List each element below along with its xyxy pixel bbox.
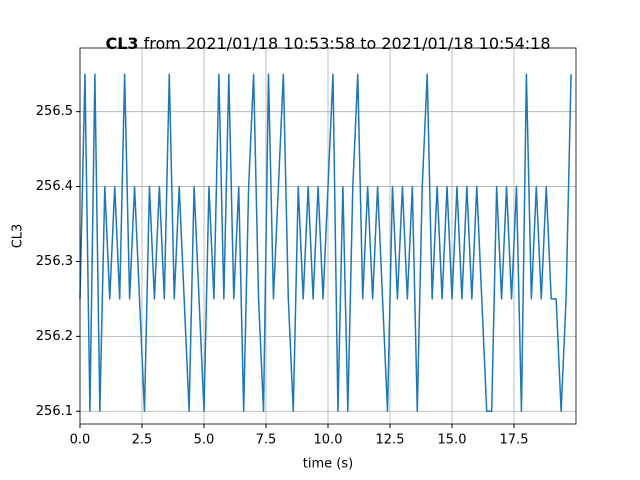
y-axis-label: CL3 xyxy=(11,224,26,249)
y-tick-label: 256.4 xyxy=(36,179,73,194)
x-tick-label: 7.5 xyxy=(256,433,277,448)
title-text: from 2021/01/18 10:53:58 to 2021/01/18 1… xyxy=(144,34,551,53)
x-tick-label: 12.5 xyxy=(376,433,405,448)
x-tick-label: 5.0 xyxy=(194,433,215,448)
y-tick-label: 256.3 xyxy=(36,254,73,269)
x-tick-label: 17.5 xyxy=(500,433,529,448)
plot-frame xyxy=(79,47,577,425)
y-tick-label: 256.2 xyxy=(36,329,73,344)
x-tick-label: 2.5 xyxy=(132,433,153,448)
x-tick-label: 15.0 xyxy=(438,433,467,448)
x-tick-label: 10.0 xyxy=(314,433,343,448)
data-line xyxy=(79,73,572,413)
y-tick-label: 256.5 xyxy=(36,104,73,119)
title-name: CL3 xyxy=(105,34,138,53)
y-tick-label: 256.1 xyxy=(36,404,73,419)
x-tick-label: 0.0 xyxy=(70,433,91,448)
x-axis-label: time (s) xyxy=(303,457,353,472)
